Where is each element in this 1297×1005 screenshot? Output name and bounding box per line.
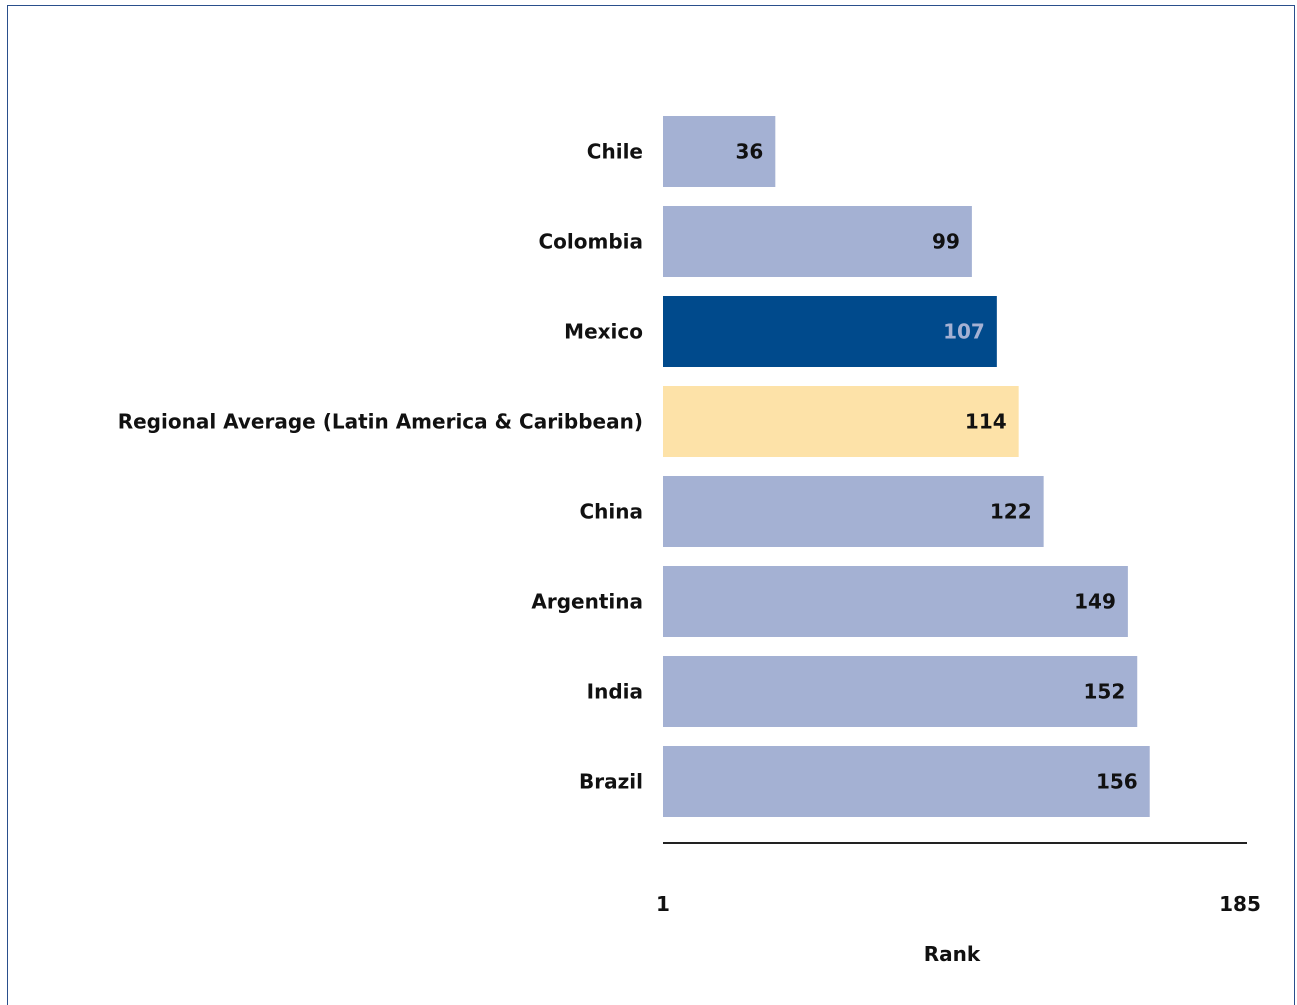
category-label-chile: Chile: [587, 140, 643, 164]
bar-brazil: [663, 746, 1150, 817]
bars-layer: Chile 36 Colombia 99 Mexico 107 Regional Avera…: [118, 116, 1150, 817]
value-label-china: 122: [990, 500, 1032, 524]
category-label-mexico: Mexico: [564, 320, 643, 344]
bar-chile: [663, 116, 776, 187]
category-label-china: China: [579, 500, 643, 524]
category-label-regional-average-latin-america-caribbean: Regional Average (Latin America & Caribb…: [118, 410, 643, 434]
x-tick-label-max: 185: [1219, 892, 1261, 916]
category-label-argentina: Argentina: [531, 590, 643, 614]
chart-frame: [7, 5, 1295, 1005]
category-label-colombia: Colombia: [538, 230, 643, 254]
bar-india: [663, 656, 1138, 727]
x-axis-title: Rank: [924, 942, 981, 966]
value-label-india: 152: [1083, 680, 1125, 704]
bar-regional-average-latin-america-caribbean: [663, 386, 1019, 457]
value-label-mexico: 107: [943, 320, 985, 344]
bar-colombia: [663, 206, 972, 277]
value-label-chile: 36: [735, 140, 763, 164]
category-label-india: India: [587, 680, 643, 704]
value-label-brazil: 156: [1096, 770, 1138, 794]
category-label-brazil: Brazil: [579, 770, 643, 794]
value-label-argentina: 149: [1074, 590, 1116, 614]
value-label-colombia: 99: [932, 230, 960, 254]
bar-china: [663, 476, 1044, 547]
bar-argentina: [663, 566, 1128, 637]
value-label-regional-average-latin-america-caribbean: 114: [965, 410, 1007, 434]
bar-mexico: [663, 296, 997, 367]
x-tick-label-min: 1: [656, 892, 670, 916]
